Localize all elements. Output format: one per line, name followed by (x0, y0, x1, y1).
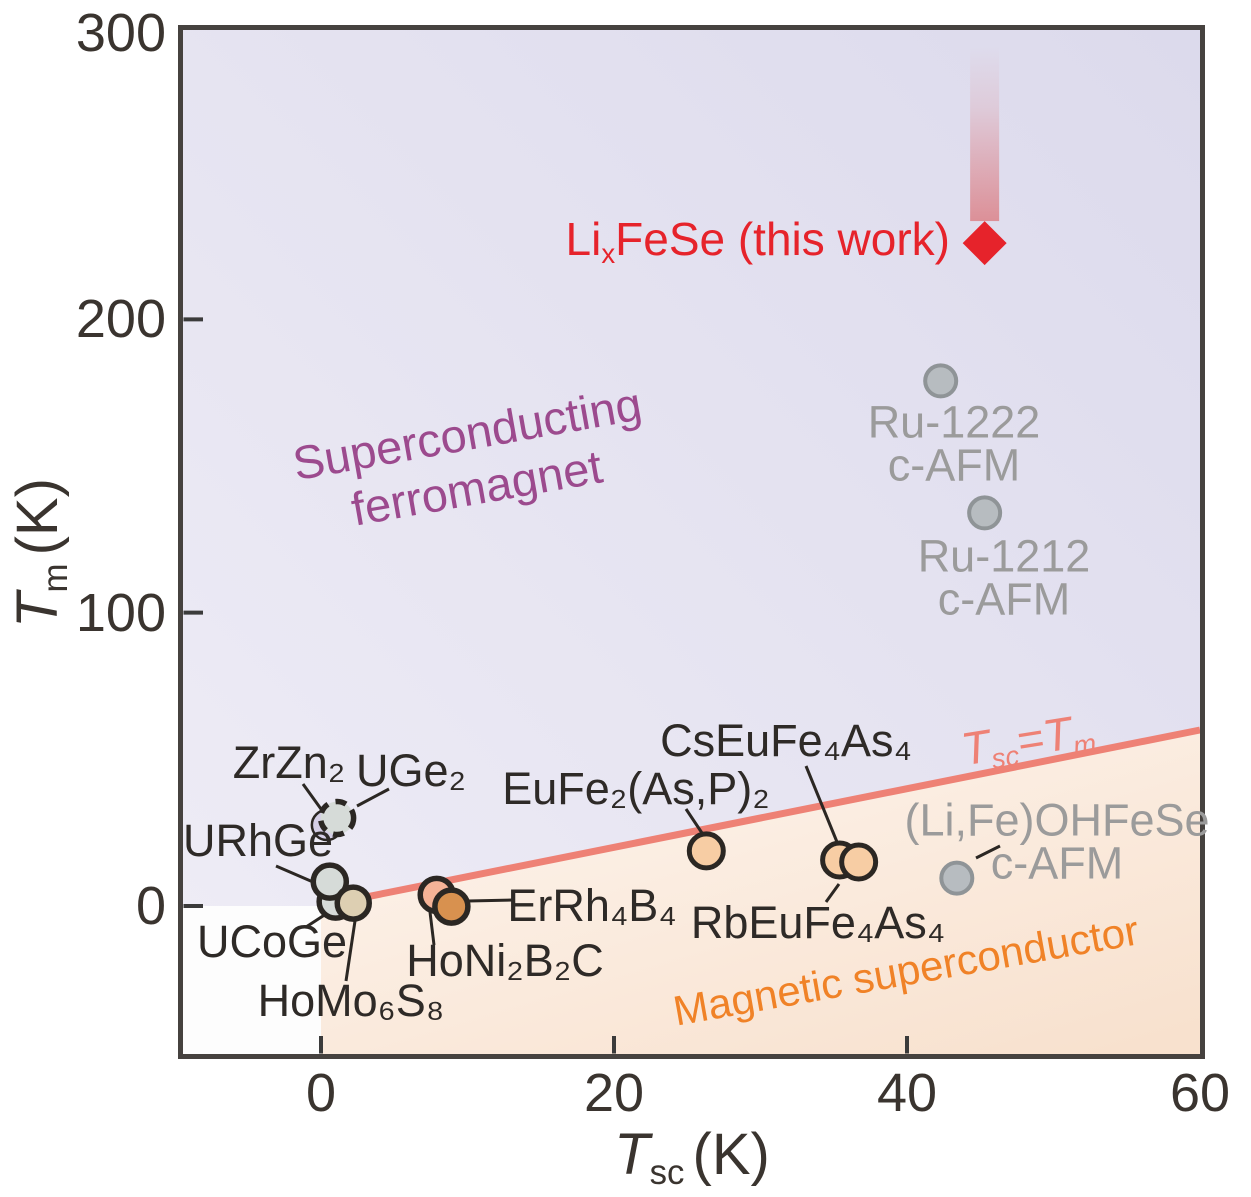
leader-rbeufe4as4 (824, 883, 841, 903)
y-axis-subscript: m (35, 563, 75, 593)
y-axis-title: Tm (K) (4, 478, 76, 628)
leader-urhge (275, 864, 314, 884)
y-tick-label-300: 300 (75, 3, 166, 63)
leader-eufe2asp2 (684, 808, 706, 837)
leader-lifeohfese (975, 844, 1001, 860)
x-axis-subscript: sc (649, 1152, 685, 1192)
lixfese-post: FeSe (this work) (615, 213, 950, 266)
eq-sub-right: m (1070, 727, 1099, 762)
label-line2: c-AFM (937, 573, 1071, 624)
region-lower-left-white (183, 906, 321, 1054)
leader-honi2b2c (428, 911, 436, 946)
leader-homo6s8 (344, 920, 357, 982)
point-lixfese (962, 221, 1007, 266)
point-label-honi2b2c: HoNi₂B₂C (406, 935, 604, 986)
x-tick-label-40: 40 (876, 1063, 938, 1123)
x-tick-label-20: 20 (583, 1063, 645, 1123)
label-line1: (Li,Fe)OHFeSe (904, 794, 1210, 846)
point-eufe2asp2 (686, 831, 726, 871)
x-axis-unit: (K) (692, 1122, 770, 1188)
point-ru1222 (923, 363, 959, 399)
leader-zrzn2 (301, 783, 323, 810)
point-homo6s8 (334, 884, 372, 922)
y-tick-label-200: 200 (75, 289, 166, 349)
point-label-zrzn2: ZrZn₂ (232, 737, 346, 788)
lixfese-pre: Li (565, 213, 602, 266)
leader-uge2 (356, 787, 390, 808)
point-ru1212 (967, 495, 1003, 531)
y-tick-label-100: 100 (75, 583, 166, 643)
point-label-errh4b4: ErRh₄B₄ (507, 880, 677, 931)
region-magnetic-superconductor (321, 730, 1200, 1054)
point-lifeohfese (939, 860, 975, 896)
point-zrzn2 (317, 798, 357, 838)
lixfese-trend-band (970, 46, 1000, 222)
point-urhge (310, 862, 350, 901)
label-line1: Ru-1212 (917, 530, 1091, 582)
leader-errh4b4 (467, 898, 514, 903)
label-line1: Ru-1222 (867, 396, 1041, 448)
point-label-uge2: UGe₂ (356, 745, 466, 796)
x-tick-label-0: 0 (305, 1063, 337, 1123)
point-label-urhge: URhGe (182, 815, 334, 866)
equality-line (339, 726, 1201, 906)
point-label-rbeufe4as4: RbEuFe₄As₄ (690, 897, 946, 948)
point-errh4b4 (432, 887, 471, 926)
point-label-ucoge: UCoGe (196, 916, 348, 967)
leader-cseufe4as4 (804, 765, 839, 843)
lixfese-subscript: x (601, 237, 616, 269)
y-axis-unit: (K) (5, 478, 71, 556)
y-tick-label-0: 0 (135, 876, 166, 936)
x-axis-title: Tsc (K) (614, 1121, 770, 1193)
point-label-eufe2asp2: EuFe₂(As,P)₂ (502, 763, 770, 814)
label-line2: c-AFM (990, 837, 1124, 888)
label-line2: c-AFM (887, 439, 1021, 490)
x-tick-label-60: 60 (1169, 1063, 1231, 1123)
point-rbeufe4as4 (839, 842, 879, 882)
point-label-ru1212: Ru-1212 c-AFM (917, 530, 1091, 624)
plot-border (178, 25, 1205, 1059)
point-label-ru1222: Ru-1222 c-AFM (867, 396, 1041, 490)
leader-ucoge (305, 912, 327, 929)
x-axis-symbol: T (614, 1122, 650, 1188)
y-axis-symbol: T (5, 592, 71, 628)
point-label-homo6s8: HoMo₆S₈ (257, 975, 445, 1026)
point-label-lifeohfese: (Li,Fe)OHFeSe c-AFM (904, 794, 1210, 888)
point-label-lixfese: LixFeSe (this work) (566, 212, 950, 270)
point-label-cseufe4as4: CsEuFe₄As₄ (660, 715, 912, 766)
